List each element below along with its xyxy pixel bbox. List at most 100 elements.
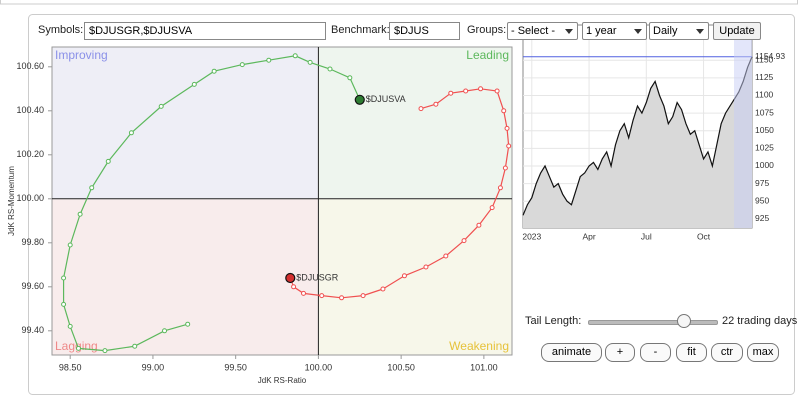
tail-point [89,185,95,191]
y-tick-label: 100.00 [16,193,44,203]
x-tick-label: Jul [641,231,652,241]
y-tick-label: 1025 [755,143,774,153]
tail-highlight [734,25,752,228]
tail-point [132,343,138,349]
update-button[interactable]: Update [713,22,761,40]
tail-point [463,88,469,94]
y-tick-label: 950 [755,195,769,205]
tail-point [478,86,484,92]
tail-point [191,81,197,87]
tail-point [239,62,245,68]
x-tick-label: 101.00 [470,362,498,372]
tail-point [292,53,298,59]
y-tick-label: 99.60 [21,281,44,291]
y-axis-label: JdK RS-Momentum [7,166,16,236]
control-button[interactable]: max [747,343,779,362]
series-label: $DJUSVA [366,94,406,104]
tail-point [75,345,81,351]
tail-point [443,253,449,259]
tail-point [291,284,297,290]
y-tick-label: 1050 [755,125,774,135]
symbols-label: Symbols: [38,24,84,36]
y-tick-label: 100.20 [16,149,44,159]
y-tick-label: 1125 [755,72,774,82]
tail-value: 22 trading days [722,315,798,327]
control-button[interactable]: + [605,343,635,362]
tail-point [501,108,507,114]
tail-point [476,222,482,228]
tail-point [105,158,111,164]
quadrant-label: Improving [55,48,108,62]
tail-point [185,321,191,327]
x-tick-label: 99.00 [142,362,165,372]
x-tick-label: Apr [582,231,595,241]
tail-point [497,185,503,191]
y-tick-label: 925 [755,213,769,223]
period-select[interactable]: 1 year [582,22,647,40]
tail-point [102,348,108,354]
tail-point [162,328,168,334]
last-price-label: 1154.93 [755,51,785,61]
groups-label: Groups: [467,24,507,36]
y-tick-label: 100.60 [16,61,44,71]
y-tick-label: 1000 [755,160,774,170]
x-tick-label: 98.50 [59,362,82,372]
control-button[interactable]: ctr [711,343,743,362]
tail-point [266,57,272,63]
quadrant [52,198,319,355]
tail-point [423,264,429,270]
quadrant [318,47,512,199]
tail-point [319,293,325,299]
symbols-input[interactable]: $DJUSGR,$DJUSVA [84,22,326,40]
control-button[interactable]: animate [541,343,602,362]
tail-point [327,66,333,72]
y-tick-label: 975 [755,178,769,188]
x-tick-label: 2023 [522,231,541,241]
tail-point [504,125,510,131]
tail-point [347,75,353,81]
tail-point [494,88,500,94]
quadrant [52,47,319,199]
y-tick-label: 100.40 [16,105,44,115]
tail-slider-knob[interactable] [677,314,691,328]
frequency-select[interactable]: Daily [649,22,709,40]
tail-line [289,88,510,299]
y-tick-label: 99.40 [21,325,44,335]
x-axis-label: JdK RS-Ratio [258,376,307,385]
tail-point [67,242,73,248]
panel-border [28,14,795,395]
quadrant-label: Weakening [449,339,509,353]
tail-point [61,275,67,281]
benchmark-input[interactable]: $DJUS [389,22,460,40]
x-tick-label: 100.00 [305,362,333,372]
tail-point [301,290,307,296]
tail-point [489,205,495,211]
tail-point [360,293,366,299]
tail-point [339,295,345,301]
top-bar [0,0,798,5]
tail-point [128,130,134,136]
tail-point [307,59,313,65]
control-button[interactable]: - [640,343,671,362]
benchmark-label: Benchmark: [331,24,390,36]
tail-slider[interactable] [588,320,718,325]
x-tick-label: 99.50 [224,362,247,372]
groups-select[interactable]: - Select - [507,22,578,40]
quadrant [318,198,512,355]
tail-point [461,238,467,244]
tail-point [158,103,164,109]
control-button[interactable]: fit [676,343,707,362]
tail-point [433,101,439,107]
tail-label: Tail Length: [525,315,582,327]
plot-frame [51,46,513,356]
tail-point [211,68,217,74]
series-label: $DJUSGR [296,272,339,282]
y-tick-label: 1150 [755,54,774,64]
tail-point [448,90,454,96]
y-tick-label: 1075 [755,107,774,117]
tail-point [401,273,407,279]
head-point [285,272,296,284]
tail-point [418,106,424,112]
